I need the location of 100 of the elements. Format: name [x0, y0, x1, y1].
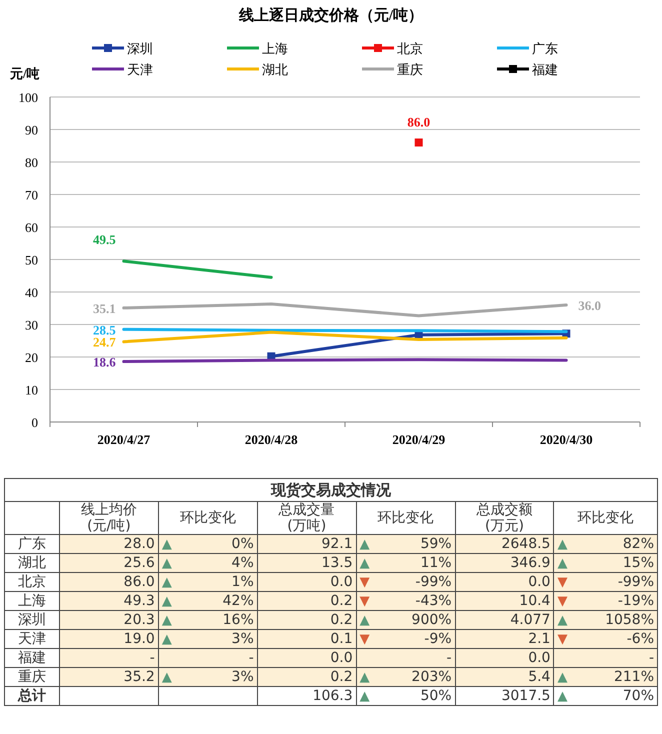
y-tick-label: 40 — [25, 285, 38, 300]
y-tick-label: 50 — [25, 252, 38, 268]
category-label: 湖北 — [18, 554, 46, 570]
text: 3017.5 — [501, 688, 550, 704]
data-label: 86.0 — [407, 114, 430, 130]
category-label: 广东 — [18, 536, 46, 552]
point — [414, 138, 423, 146]
category-label: 上海 — [18, 592, 46, 608]
data-label: 24.7 — [93, 334, 116, 350]
text: ▲ 203% — [360, 668, 452, 684]
data-label: 49.5 — [93, 232, 116, 248]
text: ▲ 16% — [162, 612, 254, 628]
text: ▼ -99% — [360, 574, 452, 590]
text: ▲ 3% — [162, 668, 254, 684]
category-label: 天津 — [18, 630, 46, 646]
text: ▲ 42% — [162, 592, 254, 608]
text: 92.1 — [321, 536, 353, 552]
text: 35.2 — [124, 668, 155, 684]
x-tick-label: 2020/4/28 — [244, 432, 298, 447]
text: ▲ 70% — [557, 688, 654, 704]
text: ▲ 900% — [360, 612, 452, 628]
category-label: 环比变化 — [554, 502, 658, 534]
text: 28.0 — [124, 536, 155, 552]
legend-label: 广东 — [532, 41, 558, 56]
y-tick-label: 0 — [32, 415, 38, 430]
y-tick-label: 10 — [25, 382, 38, 398]
text: 2.1 — [528, 630, 550, 646]
text: ▲ 211% — [557, 668, 654, 684]
text: 4.077 — [510, 612, 550, 628]
text: ▲ 59% — [360, 536, 452, 552]
legend-label: 上海 — [262, 41, 288, 56]
y-tick-label: 20 — [25, 350, 38, 365]
y-tick-label: 100 — [18, 90, 38, 105]
category-label: 福建 — [18, 650, 46, 666]
text: 0.0 — [330, 574, 353, 590]
text: 19.0 — [124, 630, 155, 646]
天津: 18.6 — [93, 354, 568, 370]
text: 现货交易成交情况 — [4, 478, 658, 502]
text: 0.0 — [330, 650, 353, 666]
text: ▲ 4% — [162, 554, 254, 570]
text: ▼ -19% — [557, 592, 654, 608]
text: ▼ -9% — [360, 630, 452, 646]
text: - — [648, 650, 654, 666]
text: ▼ -6% — [557, 630, 654, 646]
text: ▲ 1058% — [557, 612, 654, 628]
text: ▲ 11% — [360, 554, 452, 570]
text: 2648.5 — [501, 536, 550, 552]
category-label: 环比变化 — [158, 502, 258, 534]
text: 106.3 — [312, 688, 353, 704]
text: - — [150, 650, 155, 666]
text: ▼ -43% — [360, 592, 452, 608]
text: 10.4 — [519, 592, 550, 608]
category-label: 北京 — [18, 574, 46, 590]
text: ▲ 1% — [162, 574, 254, 590]
x-tick-label: 2020/4/29 — [392, 432, 446, 447]
text: - — [248, 650, 254, 666]
y-tick-label: 70 — [25, 188, 38, 202]
text: 13.5 — [321, 554, 353, 570]
text: 0.2 — [330, 668, 353, 684]
text: 25.6 — [124, 554, 155, 570]
x-tick-label: 2020/4/27 — [97, 432, 151, 447]
text: ▲ 50% — [360, 688, 452, 704]
y-axis-title: 元/吨 — [9, 66, 40, 81]
x-tick-label: 2020/4/30 — [540, 432, 593, 447]
data-label: 35.1 — [93, 300, 116, 316]
y-tick-label: 30 — [25, 318, 38, 332]
text: 0.2 — [330, 612, 353, 628]
text: 346.9 — [510, 554, 550, 570]
text: ▲ 15% — [557, 554, 654, 570]
text: ▲ 3% — [162, 630, 254, 646]
y-tick-label: 90 — [25, 122, 38, 138]
category-label: 总成交量 (万吨) — [257, 502, 356, 534]
line-series — [122, 302, 568, 318]
text: - — [446, 650, 452, 666]
y-tick-label: 80 — [25, 155, 38, 170]
text: 0.0 — [528, 650, 550, 666]
category-label: 总计 — [18, 688, 46, 704]
y-tick-label: 60 — [25, 220, 38, 235]
category-label: 重庆 — [18, 668, 46, 684]
category-label: 深圳 — [18, 612, 46, 628]
legend-label: 湖北 — [262, 62, 288, 77]
北京: 86.0 — [407, 114, 430, 146]
legend-label: 天津 — [127, 62, 153, 77]
text: 49.3 — [124, 592, 155, 608]
重庆: 35.1 36.0 — [93, 298, 601, 318]
text: 0.2 — [330, 592, 353, 608]
text: 86.0 — [124, 574, 155, 590]
text: 0.0 — [528, 574, 550, 590]
chart-title: 线上逐日成交价格（元/吨） — [238, 6, 424, 24]
上海: 49.5 — [93, 232, 273, 279]
legend-label: 深圳 — [127, 41, 153, 56]
category-label: 线上均价 (元/吨) — [59, 502, 158, 534]
text: ▲ 82% — [557, 536, 654, 552]
legend-label: 北京 — [397, 41, 423, 56]
data-label: 36.0 — [578, 298, 601, 313]
legend-label: 重庆 — [397, 62, 423, 77]
text: 5.4 — [528, 668, 550, 684]
category-label: 总成交额 (万元) — [455, 502, 554, 534]
legend-label: 福建 — [532, 62, 558, 77]
text: 20.3 — [124, 612, 155, 628]
